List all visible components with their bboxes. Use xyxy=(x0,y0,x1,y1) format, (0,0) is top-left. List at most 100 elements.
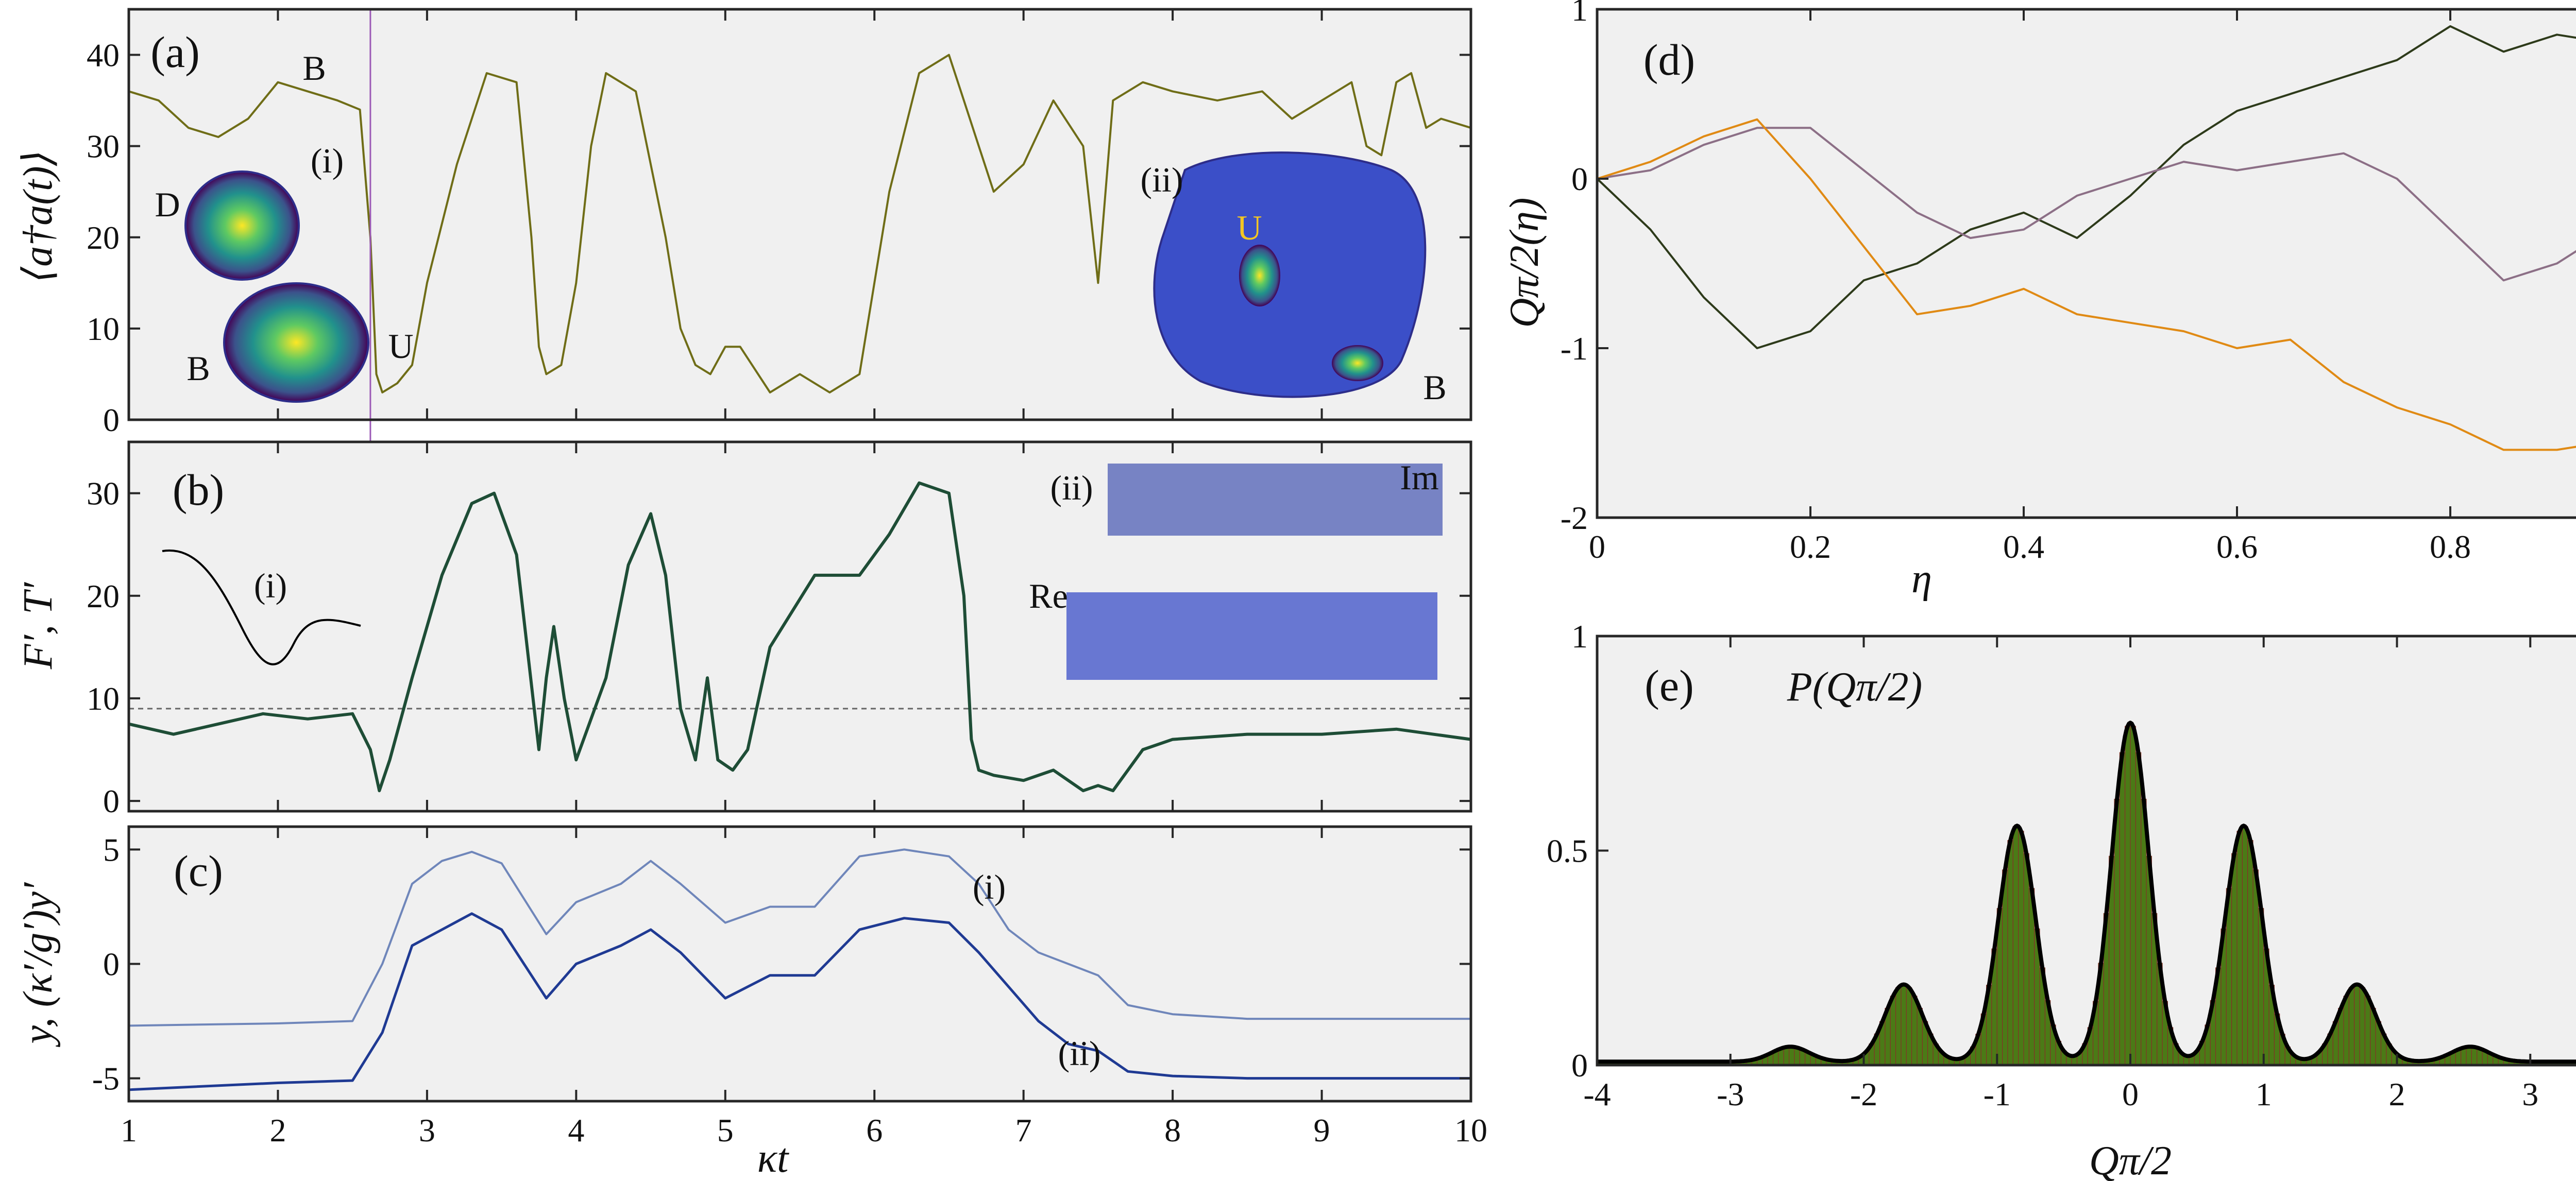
panel-a-ytick-label: 40 xyxy=(87,37,120,74)
panel-c-xtick-label: 4 xyxy=(568,1112,584,1149)
inset-a-ii-wigner xyxy=(1153,151,1427,398)
inset-b-ii-label: (ii) xyxy=(1050,468,1093,507)
inset-a-ii-B-label: B xyxy=(1423,368,1446,407)
inset-a-ii-U-label: U xyxy=(1236,208,1262,247)
panel-e-xtick-label: -2 xyxy=(1850,1076,1877,1112)
inset-a-ii-peak-B xyxy=(1332,345,1383,381)
panel-c-series-ii-label: (ii) xyxy=(1058,1034,1100,1073)
panel-a-trace xyxy=(128,54,1471,393)
panel-c-ytick-label: 5 xyxy=(103,831,120,868)
inset-a-B2-label: B xyxy=(187,349,210,388)
panel-e-histogram-bar xyxy=(1895,987,1902,1066)
panel-a-label: (a) xyxy=(150,27,199,77)
panel-e-xtick-label: 3 xyxy=(2522,1076,2538,1112)
panel-c-ytick-label: -5 xyxy=(92,1060,120,1097)
panel-e-xtick-label: -1 xyxy=(1984,1076,2011,1112)
panel-d-background xyxy=(1597,9,2576,518)
panel-c-xtick-label: 8 xyxy=(1164,1112,1181,1149)
panel-b-label: (b) xyxy=(173,465,224,515)
panel-e-label: (e) xyxy=(1645,661,1693,710)
panel-e-ytick-label: 1 xyxy=(1571,618,1588,655)
panel-c-xtick-label: 9 xyxy=(1314,1112,1330,1149)
panel-e-histogram-bar xyxy=(2125,726,2131,1066)
panel-e-histogram-bar xyxy=(2012,826,2019,1066)
inset-b-re-label: Re xyxy=(1029,576,1068,615)
panel-b-trace xyxy=(128,481,1471,793)
inset-a-D-label: D xyxy=(155,185,180,224)
panel-d-xlabel: η xyxy=(1911,556,1932,602)
panel-c-series-i-label: (i) xyxy=(973,867,1006,906)
panel-c-frame xyxy=(127,825,1472,1103)
panel-c-trace-ii xyxy=(128,912,1471,1091)
panel-c-ytick-label: 0 xyxy=(103,946,120,983)
panel-e-histogram-bar xyxy=(2471,1047,2478,1066)
inset-a-U-label: U xyxy=(388,327,413,366)
panel-d-ylabel: Qπ/2(η) xyxy=(1502,197,1547,328)
panel-e-histogram-bar xyxy=(2466,1046,2472,1066)
panel-e-histogram-bar xyxy=(2359,987,2365,1066)
panel-e-histogram-bar xyxy=(2354,984,2360,1066)
panel-e-histogram-bar xyxy=(2119,752,2126,1066)
panel-e-histogram-bar xyxy=(2130,726,2136,1066)
panel-e-fit-curve xyxy=(1596,721,2576,1064)
panel-a-frame xyxy=(127,8,1472,421)
panel-d-trace-dark xyxy=(1596,25,2576,349)
panel-a-ytick-label: 30 xyxy=(87,128,120,165)
panel-c-trace-i xyxy=(128,848,1471,1027)
panel-d-ytick-label: -1 xyxy=(1561,330,1588,367)
panel-b-ytick-label: 30 xyxy=(87,475,120,512)
panel-e-histogram-bar xyxy=(1906,987,1912,1066)
inset-a-B-label: B xyxy=(302,48,326,88)
panel-e-histogram-bar xyxy=(2343,996,2349,1066)
panel-d-ytick-label: -2 xyxy=(1561,500,1588,536)
panel-e-histogram-bar xyxy=(2236,831,2243,1066)
panel-e-histogram-bar xyxy=(2252,869,2259,1066)
panel-e-xtick-label: 1 xyxy=(2256,1076,2272,1112)
panel-e-xtick-label: 2 xyxy=(2389,1076,2405,1112)
panel-b-frame xyxy=(127,440,1472,813)
panel-d-ytick-label: 1 xyxy=(1571,0,1588,28)
panel-d-xtick-label: 0.4 xyxy=(2003,528,2044,565)
panel-c-xtick-label: 10 xyxy=(1454,1112,1487,1149)
panel-e-histogram-bar xyxy=(1783,1047,1790,1066)
inset-a-i-blob-D xyxy=(184,170,300,281)
panel-e-histogram-bar xyxy=(2231,853,2238,1066)
inset-b-i-label: (i) xyxy=(254,566,287,605)
panel-b-ytick-label: 10 xyxy=(87,680,120,717)
inset-b-i-curve xyxy=(162,549,361,665)
panel-e-histogram-bar xyxy=(2018,831,2024,1066)
panel-c-ylabel: y, (κ′/g′)y′ xyxy=(15,882,61,1048)
panel-e-histogram-bar xyxy=(1901,984,1907,1066)
panel-a-ytick-label: 0 xyxy=(103,402,120,438)
panel-e-histogram-bar xyxy=(2364,996,2371,1066)
inset-a-i-label: (i) xyxy=(311,141,344,180)
panel-d-frame xyxy=(1596,8,2576,519)
panel-d-label: (d) xyxy=(1643,35,1695,84)
panel-c-xtick-label: 1 xyxy=(121,1112,137,1149)
panel-e-xtick-label: -3 xyxy=(1717,1076,1744,1112)
panel-c-xtick-label: 3 xyxy=(419,1112,435,1149)
inset-a-ii-peak-U xyxy=(1239,245,1280,306)
panel-b-ytick-label: 0 xyxy=(103,783,120,819)
panel-e-title: P(Qπ/2) xyxy=(1787,664,1922,710)
inset-b-im-label: Im xyxy=(1400,458,1439,497)
panel-e-frame xyxy=(1596,635,2576,1067)
panel-a-ylabel: ⟨a†a(t)⟩ xyxy=(15,150,61,283)
panel-e-histogram-bar xyxy=(2135,752,2142,1066)
panel-a-ytick-label: 20 xyxy=(87,219,120,256)
panel-d-xtick-label: 0.2 xyxy=(1790,528,1831,565)
panel-c-background xyxy=(129,827,1471,1101)
inset-b-ii-surface-im xyxy=(1108,464,1443,536)
panel-e-histogram-bar xyxy=(2002,869,2008,1066)
panel-e-ytick-label: 0 xyxy=(1571,1047,1588,1084)
panel-e-histogram-bar xyxy=(2247,840,2253,1066)
panel-e-histogram-bar xyxy=(2023,853,2029,1066)
panel-e-xtick-label: 0 xyxy=(2122,1076,2139,1112)
panel-d-ytick-label: 0 xyxy=(1571,161,1588,197)
panel-e-background xyxy=(1597,636,2576,1065)
panel-e-histogram-bar xyxy=(2348,987,2355,1066)
panel-b-ytick-label: 20 xyxy=(87,578,120,614)
panel-c-label: (c) xyxy=(174,846,223,896)
panel-e-histogram-bar xyxy=(1789,1046,1795,1066)
